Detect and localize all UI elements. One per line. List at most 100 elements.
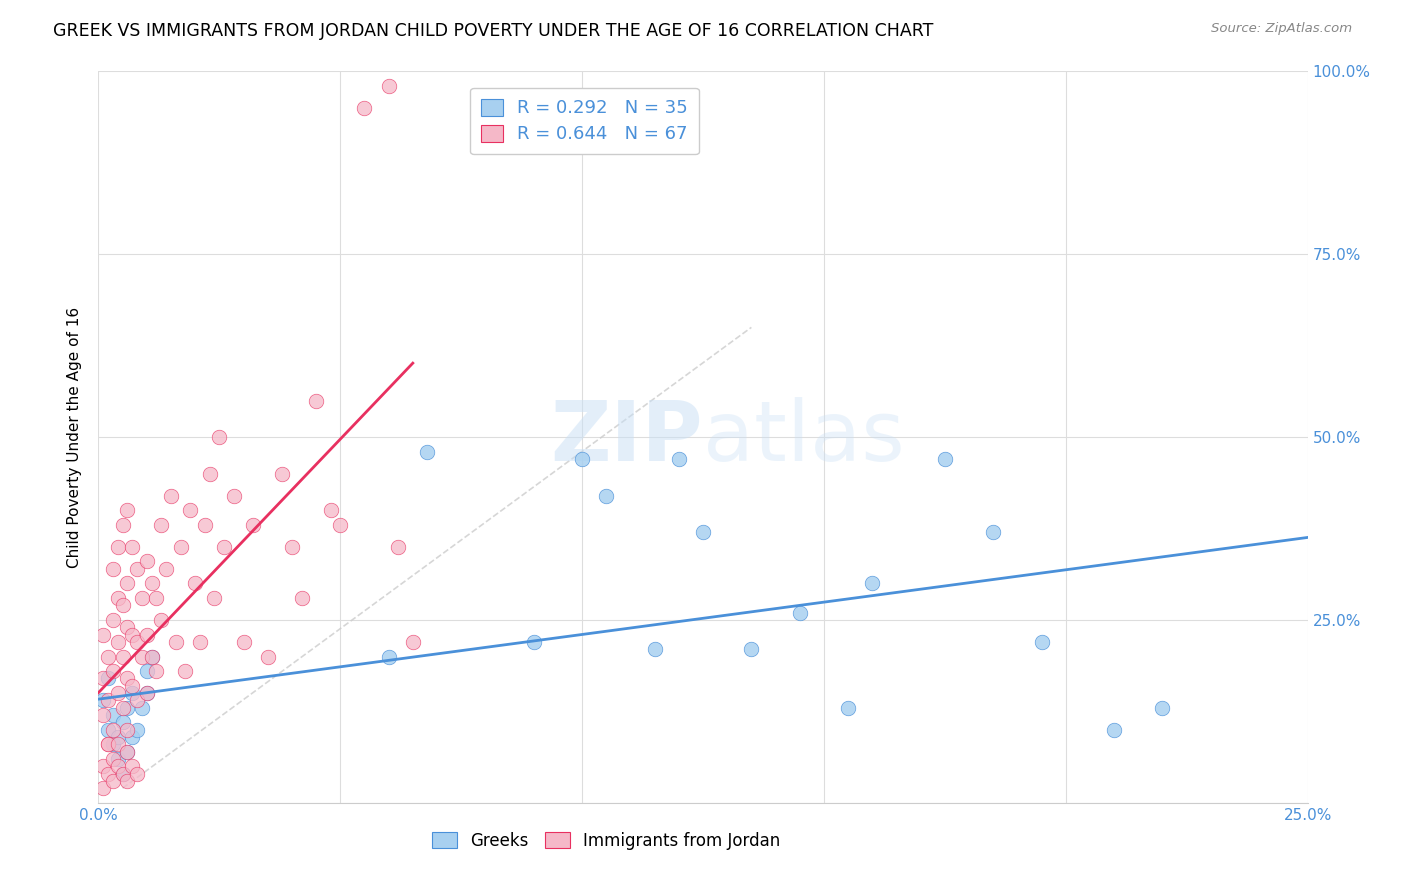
Point (121, 686, 143, 700)
Point (107, 737, 129, 751)
Point (101, 613, 124, 627)
Point (135, 627, 157, 641)
Point (101, 562, 124, 576)
Point (121, 679, 143, 693)
Point (101, 773, 124, 788)
Point (117, 503, 139, 517)
Point (107, 635, 129, 649)
Point (135, 554, 157, 568)
Point (256, 649, 278, 664)
Point (97, 737, 120, 751)
Point (107, 591, 129, 605)
Point (111, 517, 134, 532)
Point (131, 649, 153, 664)
Point (165, 635, 187, 649)
Text: ZIP: ZIP (551, 397, 703, 477)
Point (281, 540, 304, 554)
Point (242, 517, 264, 532)
Point (117, 773, 139, 788)
Point (117, 745, 139, 759)
Legend: Greeks, Immigrants from Jordan: Greeks, Immigrants from Jordan (425, 825, 787, 856)
Point (204, 591, 226, 605)
Point (305, 393, 328, 408)
Point (188, 635, 211, 649)
Point (141, 649, 163, 664)
Text: GREEK VS IMMIGRANTS FROM JORDAN CHILD POVERTY UNDER THE AGE OF 16 CORRELATION CH: GREEK VS IMMIGRANTS FROM JORDAN CHILD PO… (53, 22, 934, 40)
Point (141, 649, 163, 664)
Point (121, 540, 143, 554)
Point (101, 737, 124, 751)
Point (377, 78, 399, 93)
Point (169, 540, 191, 554)
Point (150, 613, 173, 627)
Y-axis label: Child Poverty Under the Age of 16: Child Poverty Under the Age of 16 (66, 307, 82, 567)
Point (174, 664, 197, 678)
Point (111, 599, 134, 613)
Point (160, 489, 183, 503)
Point (319, 503, 342, 517)
Point (692, 525, 714, 540)
Point (135, 664, 157, 678)
Point (127, 723, 149, 737)
Point (377, 649, 399, 664)
Point (117, 723, 139, 737)
Point (107, 752, 129, 766)
Point (127, 635, 149, 649)
Point (1102, 723, 1125, 737)
Point (117, 620, 139, 634)
Point (91, 759, 114, 773)
Point (135, 686, 157, 700)
Point (740, 642, 762, 657)
Point (97, 737, 120, 751)
Point (111, 766, 134, 780)
Point (141, 576, 163, 591)
Point (97, 693, 120, 707)
Point (789, 606, 811, 620)
Point (91, 672, 114, 686)
Point (107, 759, 129, 773)
Point (97, 766, 120, 780)
Point (222, 489, 245, 503)
Point (91, 627, 114, 641)
Point (981, 525, 1004, 540)
Point (934, 452, 956, 467)
Point (402, 635, 425, 649)
Point (111, 700, 134, 714)
Point (131, 700, 153, 714)
Point (232, 635, 254, 649)
Point (212, 540, 235, 554)
Point (97, 723, 120, 737)
Point (101, 723, 124, 737)
Point (127, 766, 149, 780)
Point (121, 759, 143, 773)
Point (271, 467, 294, 481)
Point (353, 101, 375, 115)
Point (145, 591, 167, 605)
Point (145, 664, 167, 678)
Point (416, 444, 439, 458)
Point (121, 627, 143, 641)
Text: Source: ZipAtlas.com: Source: ZipAtlas.com (1212, 22, 1353, 36)
Point (290, 591, 312, 605)
Point (135, 686, 157, 700)
Point (97, 649, 120, 664)
Point (179, 503, 201, 517)
Point (595, 489, 617, 503)
Point (107, 540, 129, 554)
Point (860, 576, 883, 591)
Point (91, 781, 114, 796)
Point (194, 517, 217, 532)
Point (387, 540, 409, 554)
Point (117, 700, 139, 714)
Point (644, 642, 666, 657)
Point (127, 693, 149, 707)
Point (1031, 635, 1053, 649)
Point (668, 452, 690, 467)
Point (121, 730, 143, 744)
Point (1152, 700, 1174, 714)
Point (91, 693, 114, 707)
Text: atlas: atlas (703, 397, 904, 477)
Point (837, 700, 859, 714)
Point (208, 430, 231, 444)
Point (571, 452, 593, 467)
